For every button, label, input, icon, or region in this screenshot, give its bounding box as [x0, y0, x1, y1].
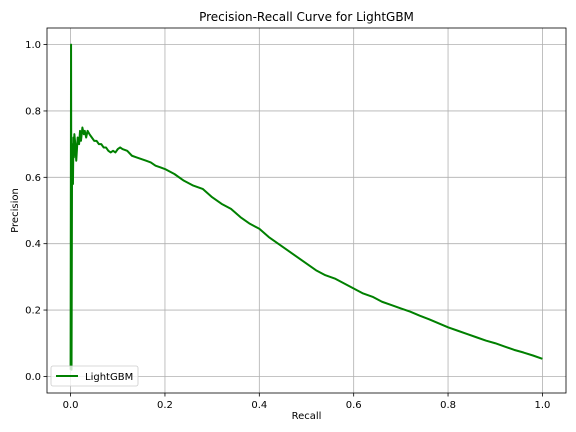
y-tick-label: 0.2 [25, 306, 41, 317]
series-layer [69, 43, 543, 371]
x-tick-label: 0.6 [346, 400, 362, 411]
y-tick-label: 0.0 [25, 372, 41, 383]
y-tick-label: 0.8 [25, 106, 41, 117]
y-axis-label: Precision [10, 188, 21, 233]
legend-label-lightgbm: LightGBM [85, 372, 133, 383]
legend: LightGBM [50, 365, 139, 387]
series-line-lightgbm [69, 43, 543, 371]
y-tick-label: 0.6 [25, 173, 41, 184]
y-tick-label: 1.0 [25, 40, 41, 51]
legend-box [50, 365, 139, 387]
plot-frame [46, 27, 567, 394]
x-tick-label: 0.0 [63, 400, 79, 411]
x-axis-label: Recall [292, 411, 322, 422]
grid [47, 28, 566, 393]
x-tick-label: 0.8 [440, 400, 456, 411]
x-tick-label: 1.0 [534, 400, 550, 411]
ticks: 0.0 0.2 0.4 0.6 0.8 1.0 0.0 0.2 0.4 0.6 0.8 1.0 [25, 40, 550, 411]
chart-title: Precision-Recall Curve for LightGBM [199, 10, 414, 24]
x-tick-label: 0.2 [157, 400, 173, 411]
y-tick-label: 0.4 [25, 239, 41, 250]
x-tick-label: 0.4 [251, 400, 267, 411]
